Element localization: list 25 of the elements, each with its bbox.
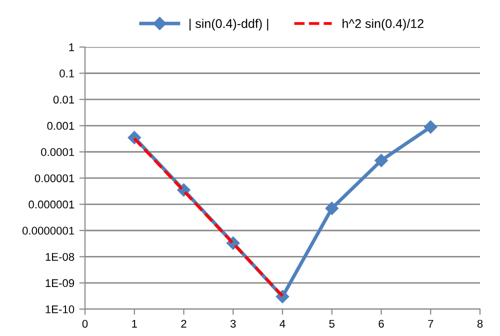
x-tick-label: 1 [132, 320, 137, 328]
y-tick-label: 0.000001 [28, 200, 74, 208]
y-tick-label: 1E-10 [46, 305, 74, 314]
x-tick-label: 0 [82, 320, 88, 328]
y-tick-label: 0.1 [60, 70, 74, 78]
x-tick-label: 2 [181, 320, 186, 328]
legend-label: | sin(0.4)-ddf) | [190, 18, 268, 31]
point [374, 154, 388, 168]
x-tick-label: 4 [280, 320, 286, 328]
y-tick-label: 0.00001 [34, 174, 74, 182]
y-tick-label: 0.0000001 [22, 226, 74, 235]
y-tick-label: 1 [69, 43, 74, 52]
x-tick-label: 8 [477, 320, 483, 328]
point [424, 120, 438, 134]
y-tick-label: 0.01 [53, 96, 74, 104]
x-tick-label: 3 [230, 320, 236, 328]
y-tick-label: 1E-09 [46, 279, 74, 288]
x-tick-label: 7 [428, 320, 434, 328]
point [325, 202, 338, 215]
y-tick-label: 0.0001 [41, 148, 74, 156]
y-tick-label: 1E-08 [46, 252, 74, 261]
legend-label: h^2 sin(0.4)/12 [342, 18, 424, 30]
x-tick-label: 5 [329, 320, 334, 328]
y-tick-label: 0.001 [47, 122, 74, 130]
x-tick-label: 6 [378, 320, 384, 328]
